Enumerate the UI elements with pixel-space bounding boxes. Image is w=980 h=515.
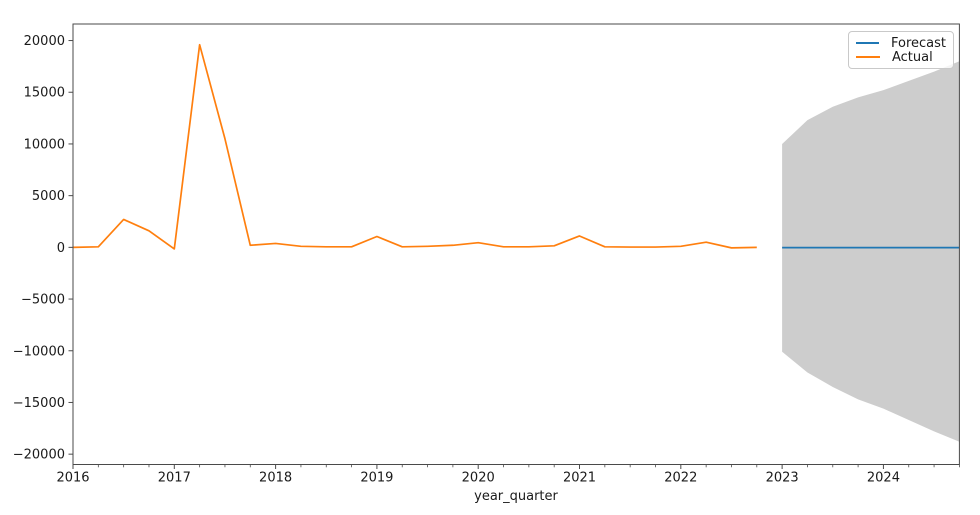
legend-label-actual: Actual: [892, 49, 933, 65]
x-tick-label: 2017: [158, 471, 191, 486]
x-tick-label: 2021: [563, 471, 596, 486]
legend-item-forecast: Forecast: [856, 36, 946, 50]
x-tick-label: 2016: [56, 471, 89, 486]
axes-spines: [72, 23, 960, 465]
confidence-band: [782, 61, 960, 442]
legend-item-actual: Actual: [856, 50, 946, 64]
y-tick-label: 15000: [24, 86, 65, 101]
actual-line: [72, 43, 757, 250]
y-tick-label: −5000: [21, 293, 65, 308]
x-axis-title: year_quarter: [474, 489, 558, 504]
y-tick-label: −20000: [13, 448, 65, 463]
y-tick-label: 0: [57, 241, 65, 256]
y-tick-label: −15000: [13, 396, 65, 411]
x-tick-label: 2022: [664, 471, 697, 486]
x-tick-label: 2020: [462, 471, 495, 486]
y-tick-label: 5000: [32, 189, 65, 204]
actual-line-swatch: [856, 56, 880, 58]
y-tick-label: −10000: [13, 344, 65, 359]
forecast-line-swatch: [856, 42, 879, 44]
legend: Forecast Actual: [848, 31, 954, 69]
y-tick-label: 10000: [24, 137, 65, 152]
y-tick-label: 20000: [24, 34, 65, 49]
x-tick-label: 2018: [259, 471, 292, 486]
x-tick-label: 2019: [360, 471, 393, 486]
legend-label-forecast: Forecast: [890, 35, 946, 51]
x-tick-label: 2024: [867, 471, 900, 486]
x-tick-label: 2023: [766, 471, 799, 486]
